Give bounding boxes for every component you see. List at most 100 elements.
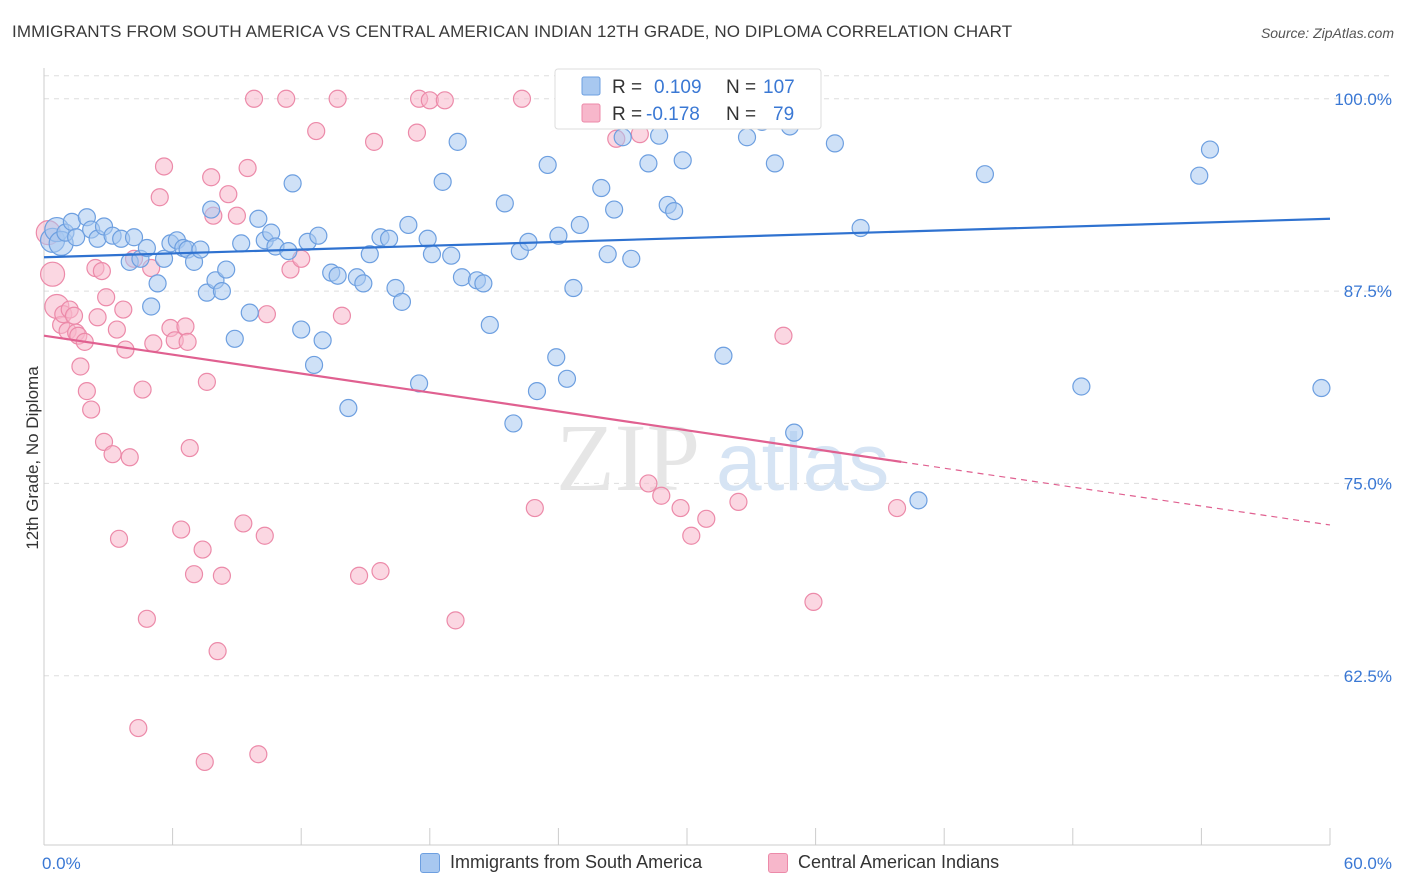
legend-n-value-blue: 107 (763, 77, 795, 98)
legend-r-label-pink: R = (612, 104, 642, 125)
series-central-american-indians (35, 89, 907, 772)
x-tick-labels: 0.0% 60.0% (42, 854, 1392, 873)
data-point (114, 300, 133, 319)
data-point (227, 206, 246, 225)
data-point (283, 174, 302, 193)
data-point (804, 592, 823, 611)
legend-swatch-central-american-indians (768, 852, 788, 873)
data-point (435, 91, 454, 110)
data-point (217, 260, 236, 279)
data-point (446, 611, 465, 630)
legend-r-label-blue: R = (612, 77, 642, 98)
data-point (480, 315, 499, 335)
legend-swatch-blue (581, 76, 601, 96)
data-point (697, 509, 716, 528)
data-point (622, 249, 641, 268)
data-point (92, 261, 111, 281)
data-point (1200, 140, 1220, 159)
data-point (129, 718, 148, 738)
data-point (774, 326, 793, 345)
data-point (652, 486, 671, 505)
data-point (525, 498, 544, 518)
data-point (339, 398, 358, 418)
data-point (67, 228, 86, 247)
legend-item-central-american-indians: Central American Indians (768, 852, 999, 873)
data-point (202, 200, 221, 219)
trend-line (43, 217, 1331, 259)
data-point (103, 445, 122, 464)
data-point (605, 200, 624, 219)
data-point (474, 274, 493, 293)
data-point (97, 288, 116, 307)
data-point (150, 188, 169, 207)
data-point (650, 126, 669, 145)
data-point (639, 154, 658, 173)
data-point (392, 292, 412, 311)
data-point (77, 382, 96, 401)
data-point (208, 642, 227, 661)
legend-n-label-pink: N = (726, 104, 756, 125)
data-point (62, 212, 81, 231)
data-point (737, 128, 757, 147)
data-point (82, 400, 101, 419)
data-point (219, 185, 238, 204)
data-point (238, 158, 257, 178)
data-point (232, 234, 251, 253)
y-tick-label: 75.0% (1344, 474, 1392, 493)
data-point (975, 165, 995, 184)
data-point (557, 369, 577, 388)
data-point (193, 540, 212, 559)
data-point (360, 245, 379, 264)
data-point (176, 317, 195, 336)
data-point (120, 448, 139, 467)
data-point (277, 89, 296, 108)
data-point (639, 474, 658, 493)
data-point (292, 320, 311, 339)
data-point (225, 329, 244, 348)
legend-label-south-america: Immigrants from South America (450, 852, 703, 872)
data-point (407, 123, 427, 142)
legend-swatch-pink (581, 103, 601, 123)
chart-title: IMMIGRANTS FROM SOUTH AMERICA VS CENTRAL… (12, 22, 1013, 41)
data-point (433, 172, 452, 191)
trend-lines (43, 217, 1331, 526)
data-point (354, 274, 373, 293)
legend-r-value-pink: -0.178 (646, 104, 700, 125)
data-point (307, 121, 326, 141)
data-point (379, 229, 399, 248)
legend-label-central-american-indians: Central American Indians (798, 852, 1000, 872)
data-point (255, 526, 274, 545)
data-point (328, 266, 347, 285)
data-point (564, 278, 583, 298)
data-point (671, 498, 690, 518)
data-point (172, 520, 191, 539)
legend-box: R = 0.109 N = 107 R = -0.178 N = 79 (554, 68, 822, 130)
data-point (142, 297, 161, 316)
watermark-zip: ZIP (556, 404, 700, 511)
data-point (547, 348, 566, 367)
data-point (825, 134, 844, 153)
data-point (178, 332, 197, 351)
data-point (154, 157, 174, 176)
x-tick-label: 60.0% (1344, 854, 1392, 873)
data-point (107, 320, 126, 339)
data-point (304, 355, 324, 375)
data-point (1312, 378, 1331, 398)
trend-line-extension (901, 461, 1331, 526)
data-point (1190, 166, 1209, 185)
data-point (909, 491, 928, 510)
data-point (195, 752, 214, 772)
data-point (109, 529, 129, 548)
data-point (673, 151, 692, 170)
data-point (570, 215, 589, 235)
data-point (665, 201, 684, 221)
data-point (371, 562, 390, 581)
legend-n-label-blue: N = (726, 77, 756, 98)
data-point (191, 240, 210, 259)
data-point (88, 308, 107, 327)
data-point (442, 246, 461, 265)
data-point (512, 89, 532, 108)
data-point (613, 128, 632, 147)
data-point (785, 423, 804, 442)
